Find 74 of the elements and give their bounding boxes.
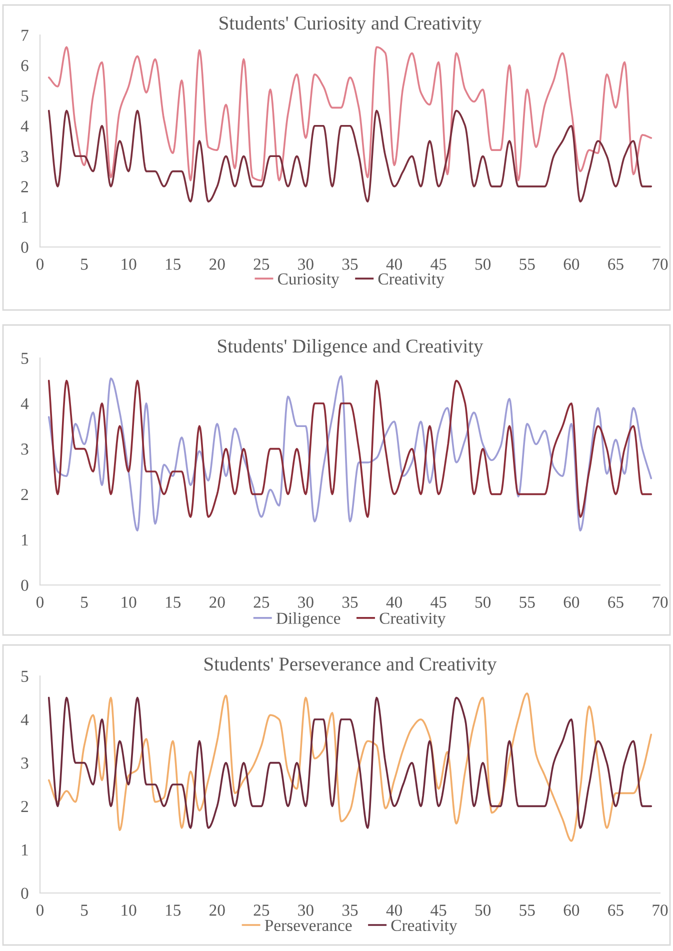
x-tick-label: 40 [386, 904, 402, 916]
x-tick-label: 65 [608, 258, 624, 270]
chart-title: Students' Curiosity and Creativity [220, 16, 482, 34]
x-tick-label: 25 [254, 596, 270, 608]
x-tick-label: 15 [166, 258, 181, 270]
x-tick-label: 30 [298, 596, 314, 608]
x-tick-label: 0 [36, 904, 44, 916]
x-tick-label: 60 [564, 904, 580, 916]
y-tick-label: 0 [21, 888, 28, 899]
x-tick-label: 10 [122, 904, 136, 916]
x-tick-label: 55 [520, 904, 535, 916]
x-tick-label: 10 [122, 596, 136, 608]
legend-label: Creativity [378, 273, 444, 288]
chart-title: Students' Perseverance and Creativity [204, 656, 497, 675]
x-tick-label: 60 [564, 596, 580, 608]
x-tick-label: 20 [210, 258, 225, 270]
x-tick-label: 70 [652, 258, 668, 270]
legend-label: Diligence [276, 612, 340, 628]
x-tick-label: 30 [298, 904, 314, 916]
x-tick-label: 50 [475, 258, 491, 270]
legend-label: Perseverance [264, 920, 352, 932]
y-tick-label: 1 [22, 844, 28, 856]
x-tick-label: 70 [652, 904, 668, 916]
x-tick-label: 15 [166, 596, 181, 608]
x-tick-label: 20 [210, 596, 225, 608]
x-tick-label: 40 [386, 596, 402, 608]
x-tick-label: 55 [520, 258, 535, 270]
y-tick-label: 4 [20, 398, 29, 410]
y-tick-label: 4 [20, 714, 29, 726]
x-tick-label: 5 [81, 596, 88, 608]
chart-title: Students' Diligence and Creativity [218, 338, 484, 357]
y-tick-label: 1 [22, 534, 28, 546]
legend-label: Creativity [380, 612, 446, 628]
x-tick-label: 60 [564, 258, 580, 270]
y-tick-label: 7 [22, 30, 28, 41]
x-tick-label: 45 [430, 258, 446, 270]
y-tick-label: 6 [21, 60, 28, 72]
x-tick-label: 35 [342, 258, 358, 270]
y-tick-label: 5 [22, 670, 28, 682]
x-tick-label: 5 [81, 258, 88, 270]
x-tick-label: 45 [430, 596, 446, 608]
y-tick-label: 4 [20, 120, 29, 132]
x-tick-label: 10 [122, 258, 136, 270]
x-tick-label: 25 [254, 904, 270, 916]
x-tick-label: 35 [342, 596, 358, 608]
x-tick-label: 50 [475, 596, 491, 608]
x-tick-label: 5 [81, 904, 88, 916]
y-tick-label: 3 [21, 444, 28, 455]
x-tick-label: 35 [342, 904, 358, 916]
x-tick-label: 25 [254, 258, 270, 270]
x-tick-label: 65 [608, 904, 624, 916]
x-tick-label: 70 [652, 596, 668, 608]
x-tick-label: 20 [210, 904, 225, 916]
y-tick-label: 3 [21, 758, 28, 769]
x-tick-label: 0 [36, 258, 44, 270]
x-tick-label: 30 [298, 258, 314, 270]
y-tick-label: 5 [22, 352, 28, 364]
legend-label: Creativity [391, 920, 458, 934]
y-tick-label: 2 [21, 181, 28, 192]
x-tick-label: 15 [166, 904, 181, 916]
x-tick-label: 45 [430, 904, 446, 916]
x-tick-label: 50 [475, 904, 491, 916]
x-tick-label: 40 [386, 258, 402, 270]
y-tick-label: 2 [21, 488, 28, 500]
y-tick-label: 0 [21, 242, 28, 253]
y-tick-label: 1 [22, 211, 28, 222]
legend-label: Curiosity [278, 273, 340, 288]
x-tick-label: 65 [608, 596, 624, 608]
y-tick-label: 3 [21, 150, 28, 162]
x-tick-label: 0 [36, 596, 44, 608]
y-tick-label: 5 [22, 90, 28, 102]
x-tick-label: 55 [520, 596, 535, 608]
y-tick-label: 0 [21, 580, 28, 591]
y-tick-label: 2 [21, 800, 28, 812]
